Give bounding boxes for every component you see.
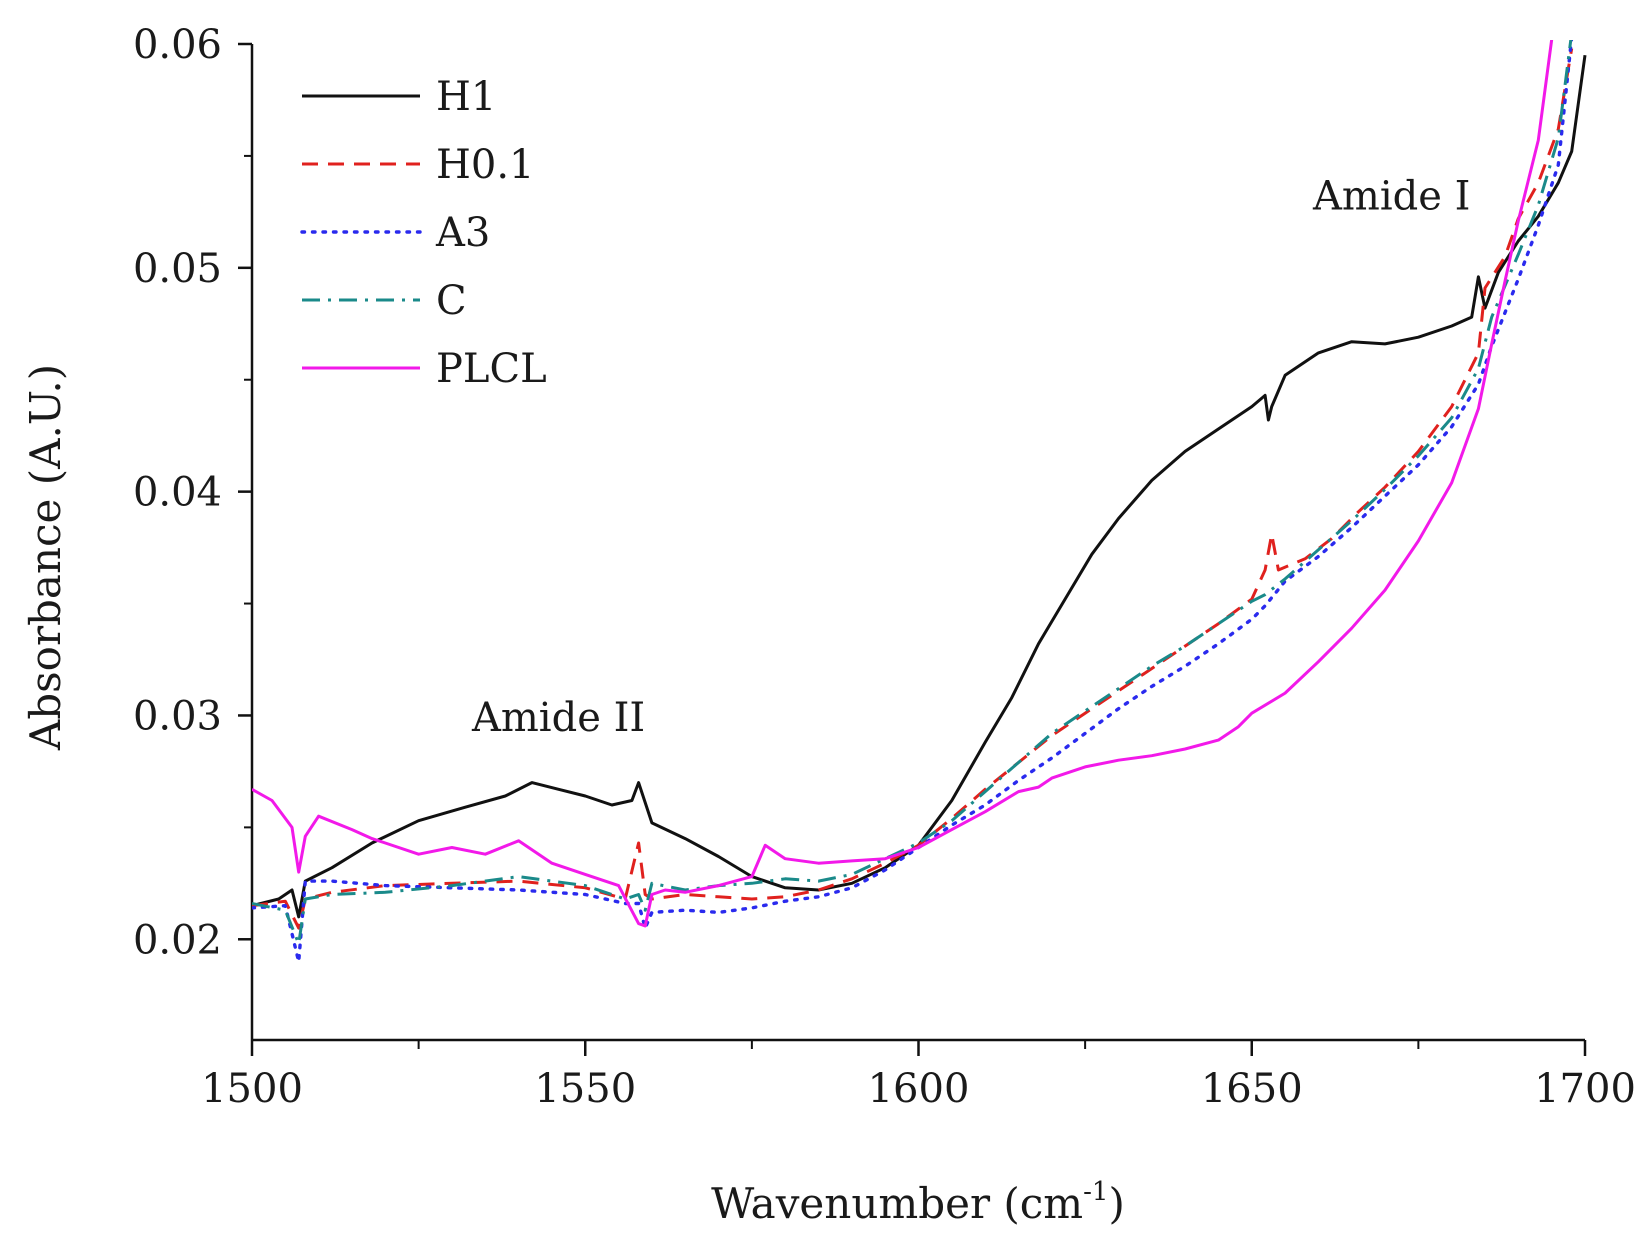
- x-axis-label-close: ): [1108, 1179, 1124, 1228]
- legend-label-plcl: PLCL: [436, 346, 547, 392]
- series-line-c: [252, 40, 1573, 946]
- y-tick-label-0.06: 0.06: [133, 22, 222, 68]
- x-tick-label-1500: 1500: [201, 1066, 303, 1112]
- ticks-group: 1500 1550 1600 1650 1700 0.02 0.03 0.04 0.05 0.06: [133, 22, 1636, 1112]
- series-line-plcl: [252, 40, 1554, 928]
- annotation-amide-i: Amide I: [1312, 174, 1470, 220]
- y-tick-label-0.03: 0.03: [133, 693, 222, 739]
- legend-label-c: C: [436, 278, 467, 324]
- y-tick-label-0.04: 0.04: [133, 470, 222, 516]
- x-tick-label-1700: 1700: [1534, 1066, 1636, 1112]
- x-axis-label-main: Wavenumber (cm: [711, 1179, 1083, 1228]
- series-group: [252, 40, 1587, 964]
- y-tick-label-0.05: 0.05: [133, 246, 222, 292]
- x-tick-label-1550: 1550: [534, 1066, 636, 1112]
- legend-label-a3: A3: [435, 210, 490, 256]
- y-axis-label: Absorbance (A.U.): [21, 364, 70, 751]
- series-line-h1: [252, 54, 1587, 919]
- annotation-amide-ii: Amide II: [471, 695, 645, 741]
- x-axis-label-superscript: -1: [1083, 1177, 1108, 1207]
- legend-label-h0-1: H0.1: [436, 142, 535, 188]
- x-tick-label-1650: 1650: [1201, 1066, 1303, 1112]
- legend-label-h1: H1: [436, 74, 496, 120]
- y-tick-label-0.02: 0.02: [133, 917, 222, 963]
- x-tick-label-1600: 1600: [868, 1066, 970, 1112]
- x-axis-label: Wavenumber (cm-1): [711, 1177, 1125, 1228]
- legend: H1 H0.1 A3 C PLCL: [300, 74, 547, 392]
